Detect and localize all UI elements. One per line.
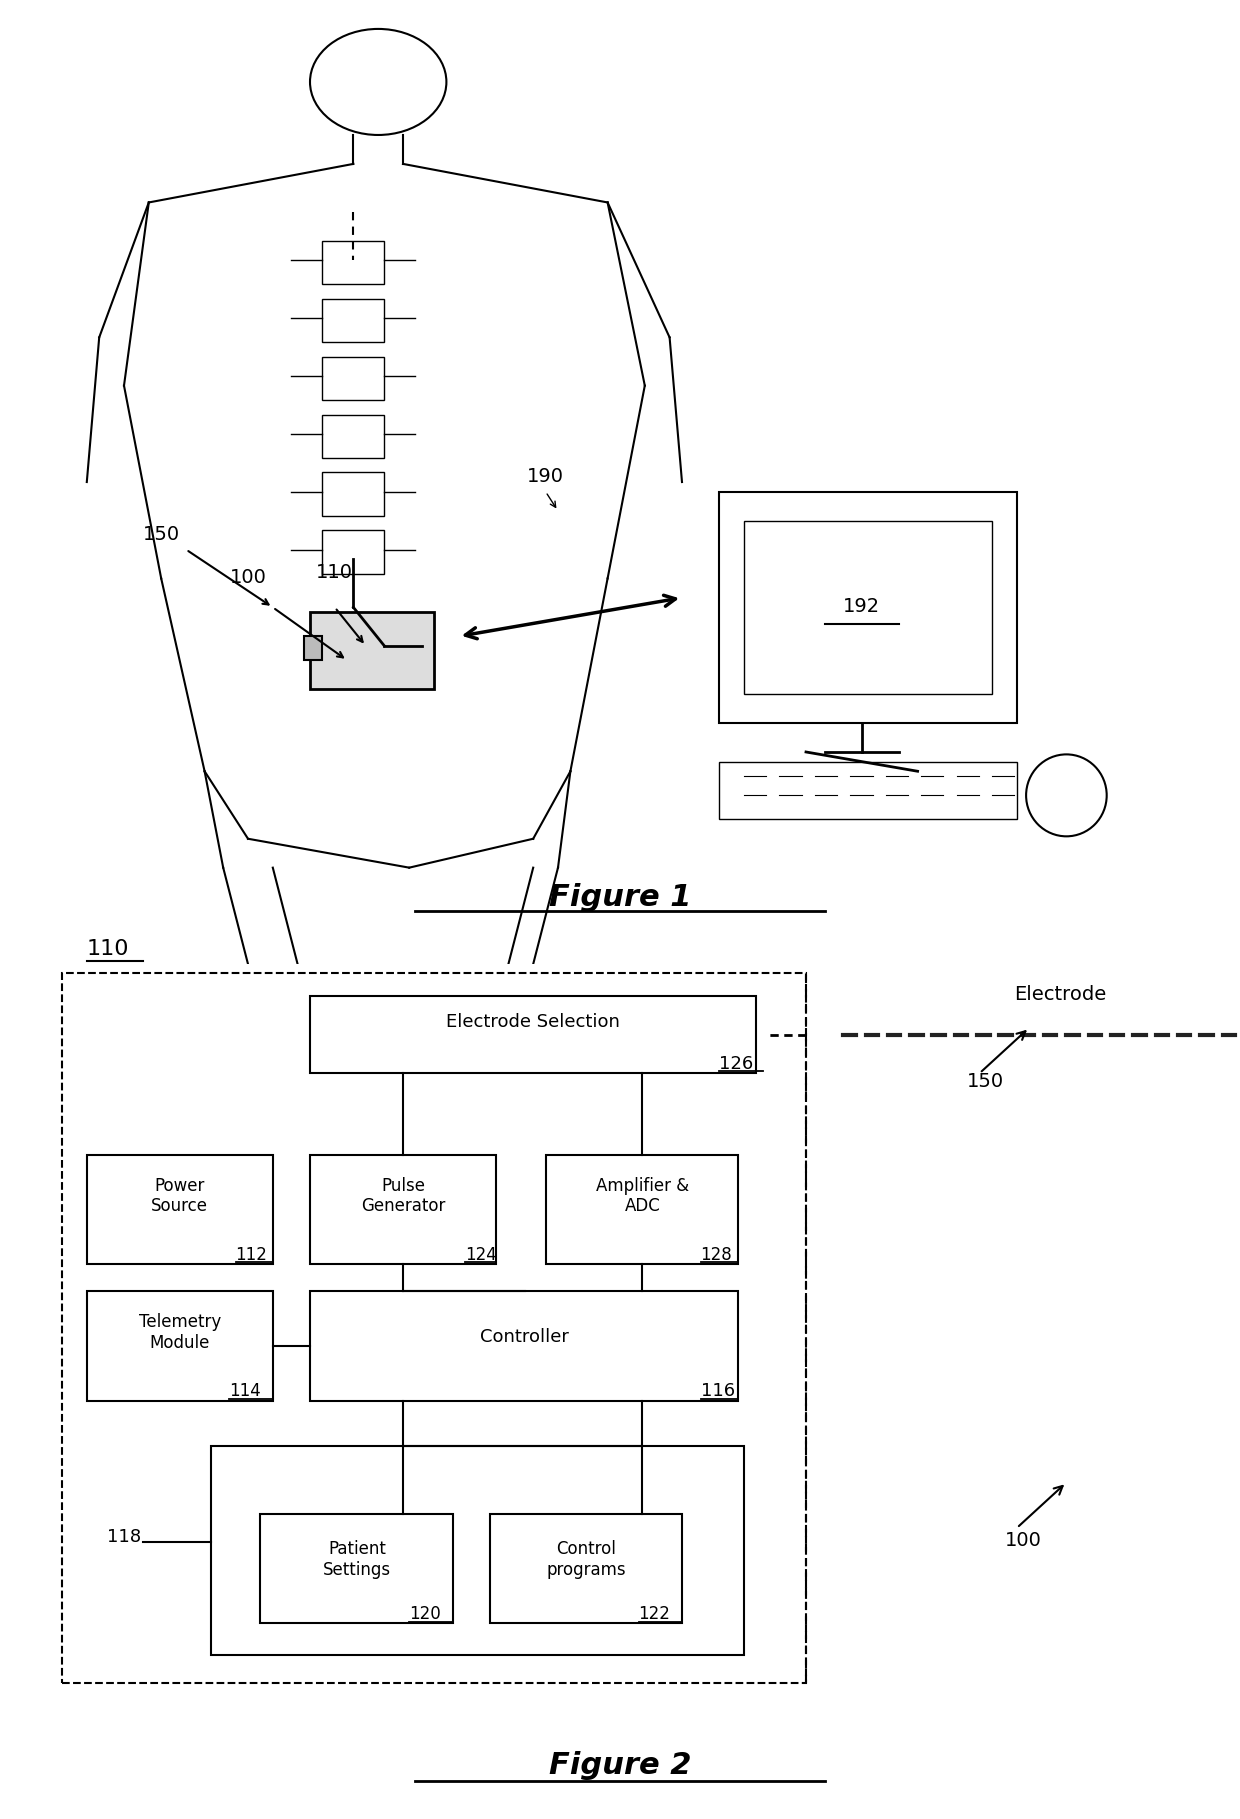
- Text: Figure 2: Figure 2: [549, 1750, 691, 1779]
- Text: 122: 122: [639, 1604, 671, 1623]
- Text: 110: 110: [87, 939, 129, 959]
- Bar: [322, 473, 384, 517]
- Bar: [322, 415, 384, 458]
- Text: Controller: Controller: [480, 1328, 569, 1346]
- Bar: [310, 997, 756, 1073]
- Bar: [260, 1513, 453, 1623]
- Text: 150: 150: [967, 1071, 1004, 1091]
- Text: 100: 100: [229, 568, 267, 588]
- Bar: [322, 531, 384, 573]
- Bar: [322, 298, 384, 342]
- Bar: [322, 357, 384, 400]
- Text: 124: 124: [465, 1246, 497, 1264]
- Text: Electrode: Electrode: [1014, 986, 1106, 1004]
- Text: 150: 150: [143, 526, 180, 544]
- Text: 120: 120: [409, 1604, 441, 1623]
- Text: 116: 116: [701, 1382, 735, 1401]
- Text: 110: 110: [316, 564, 353, 582]
- Bar: [719, 491, 1017, 722]
- Bar: [744, 520, 992, 695]
- Text: Control
programs: Control programs: [547, 1541, 626, 1579]
- Text: 126: 126: [719, 1055, 754, 1073]
- Text: 100: 100: [1004, 1532, 1042, 1550]
- Text: 128: 128: [701, 1246, 733, 1264]
- Text: 192: 192: [843, 597, 880, 617]
- Bar: [310, 1291, 738, 1401]
- Bar: [310, 1155, 496, 1264]
- Bar: [87, 1291, 273, 1401]
- Bar: [62, 973, 806, 1683]
- Text: 112: 112: [236, 1246, 268, 1264]
- Bar: [304, 637, 322, 660]
- Bar: [719, 762, 1017, 819]
- Text: Patient
Settings: Patient Settings: [324, 1541, 391, 1579]
- Text: 190: 190: [527, 467, 564, 486]
- Bar: [546, 1155, 738, 1264]
- Text: Figure 1: Figure 1: [549, 884, 691, 911]
- Bar: [211, 1446, 744, 1655]
- Text: Amplifier &
ADC: Amplifier & ADC: [595, 1177, 689, 1215]
- Text: Power
Source: Power Source: [151, 1177, 208, 1215]
- Text: 118: 118: [107, 1528, 141, 1546]
- Bar: [322, 240, 384, 284]
- Bar: [310, 613, 434, 689]
- Text: Pulse
Generator: Pulse Generator: [361, 1177, 445, 1215]
- Bar: [87, 1155, 273, 1264]
- Text: Telemetry
Module: Telemetry Module: [139, 1313, 221, 1352]
- Bar: [490, 1513, 682, 1623]
- Text: 114: 114: [229, 1382, 262, 1401]
- Text: Electrode Selection: Electrode Selection: [446, 1013, 620, 1031]
